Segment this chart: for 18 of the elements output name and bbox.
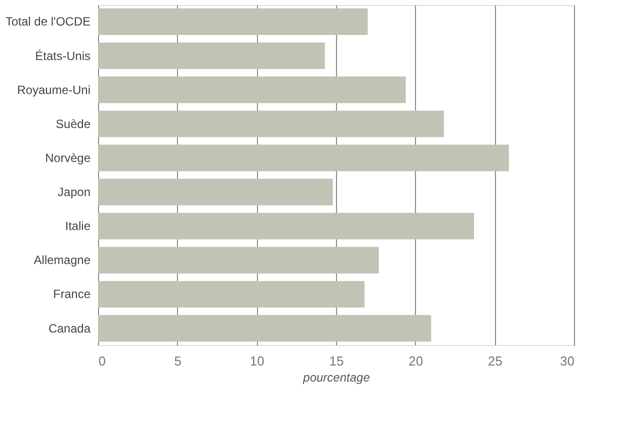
x-axis-title: pourcentage — [302, 370, 370, 384]
x-tick-label: 15 — [329, 354, 344, 368]
y-tick-label: Suède — [56, 116, 91, 131]
x-tick-label: 25 — [488, 354, 502, 368]
y-tick-label: Allemagne — [34, 253, 91, 268]
x-tick-label: 20 — [408, 354, 424, 368]
x-tick-label: 5 — [174, 354, 182, 368]
x-tick-label: 0 — [98, 354, 106, 368]
y-tick-label: Canada — [48, 321, 91, 336]
y-tick-label: Italie — [65, 219, 91, 234]
y-tick-label: Japon — [58, 185, 90, 200]
y-tick-label: Norvège — [45, 150, 91, 165]
y-tick-label: Royaume-Uni — [17, 82, 90, 97]
x-tick-label: 30 — [560, 354, 574, 368]
y-tick-label: France — [53, 287, 91, 302]
y-tick-label: États-Unis — [35, 48, 90, 63]
x-tick-label: 10 — [250, 354, 264, 368]
y-tick-label: Total de l'OCDE — [6, 14, 90, 29]
